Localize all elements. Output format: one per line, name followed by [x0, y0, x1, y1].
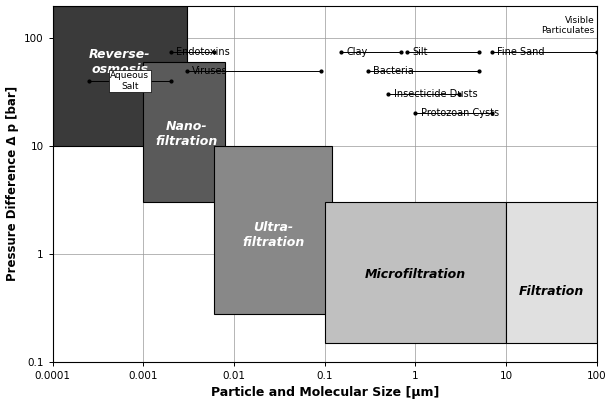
Text: Insecticide Dusts: Insecticide Dusts	[394, 90, 477, 100]
Bar	[214, 146, 332, 313]
Bar	[53, 6, 187, 146]
Text: Filtration: Filtration	[519, 285, 584, 298]
Text: Microfiltration: Microfiltration	[365, 268, 466, 281]
Bar	[325, 202, 506, 343]
X-axis label: Particle and Molecular Size [μm]: Particle and Molecular Size [μm]	[211, 386, 439, 399]
Bar	[506, 202, 597, 343]
Text: Aqueous
Salt: Aqueous Salt	[110, 71, 149, 91]
Text: Silt: Silt	[412, 47, 428, 57]
Text: Endotoxins: Endotoxins	[176, 47, 230, 57]
Text: Ultra-
filtration: Ultra- filtration	[242, 221, 304, 249]
Text: Fine Sand: Fine Sand	[498, 47, 545, 57]
Y-axis label: Pressure Difference Δ p [bar]: Pressure Difference Δ p [bar]	[6, 86, 18, 281]
Text: Bacteria: Bacteria	[373, 66, 414, 76]
Bar	[143, 62, 225, 202]
Text: Clay: Clay	[346, 47, 367, 57]
Text: Reverse-
osmosis: Reverse- osmosis	[89, 48, 151, 76]
Text: Nano-
filtration: Nano- filtration	[155, 120, 218, 148]
Text: Viruses: Viruses	[192, 66, 228, 76]
Text: Protozoan Cysts: Protozoan Cysts	[421, 109, 499, 119]
Text: Visible
Particulates: Visible Particulates	[542, 16, 595, 35]
